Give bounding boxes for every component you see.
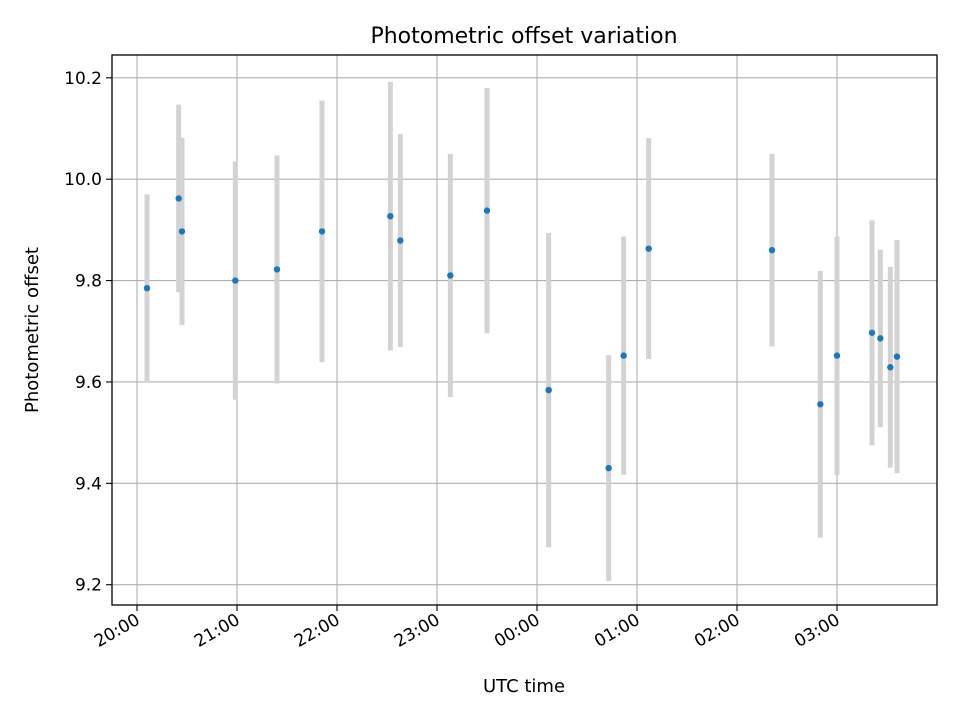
data-points — [143, 195, 901, 472]
data-point — [545, 386, 552, 394]
data-point — [768, 246, 776, 254]
data-point — [645, 245, 652, 252]
data-point — [483, 207, 491, 214]
data-point — [387, 212, 394, 220]
data-point — [232, 277, 239, 284]
data-point — [833, 352, 841, 359]
data-point — [273, 266, 281, 273]
y-tick-label: 10.0 — [64, 170, 102, 190]
data-point — [143, 284, 151, 292]
data-point — [887, 364, 894, 371]
chart-title: Photometric offset variation — [370, 24, 677, 49]
y-axis-label: Photometric offset — [22, 247, 43, 413]
y-tick-label: 9.8 — [75, 272, 102, 292]
x-axis-label: UTC time — [483, 676, 565, 697]
data-point — [893, 353, 901, 360]
y-tick-label: 9.6 — [75, 373, 102, 393]
data-point — [605, 464, 612, 472]
y-tick-label: 9.4 — [75, 474, 102, 494]
data-point — [175, 195, 182, 202]
data-point — [318, 228, 326, 235]
data-point — [817, 401, 824, 408]
data-point — [178, 228, 186, 235]
data-point — [397, 237, 404, 244]
data-point — [447, 272, 454, 279]
data-point — [620, 352, 627, 359]
plot-frame — [111, 54, 938, 606]
data-point — [877, 335, 884, 342]
data-point — [868, 329, 876, 336]
y-tick-label: 9.2 — [75, 576, 102, 596]
grid — [112, 55, 937, 605]
y-tick-label: 10.2 — [64, 69, 102, 89]
y-axis: 9.2 9.4 9.6 9.8 10.0 10.2 — [64, 69, 112, 596]
